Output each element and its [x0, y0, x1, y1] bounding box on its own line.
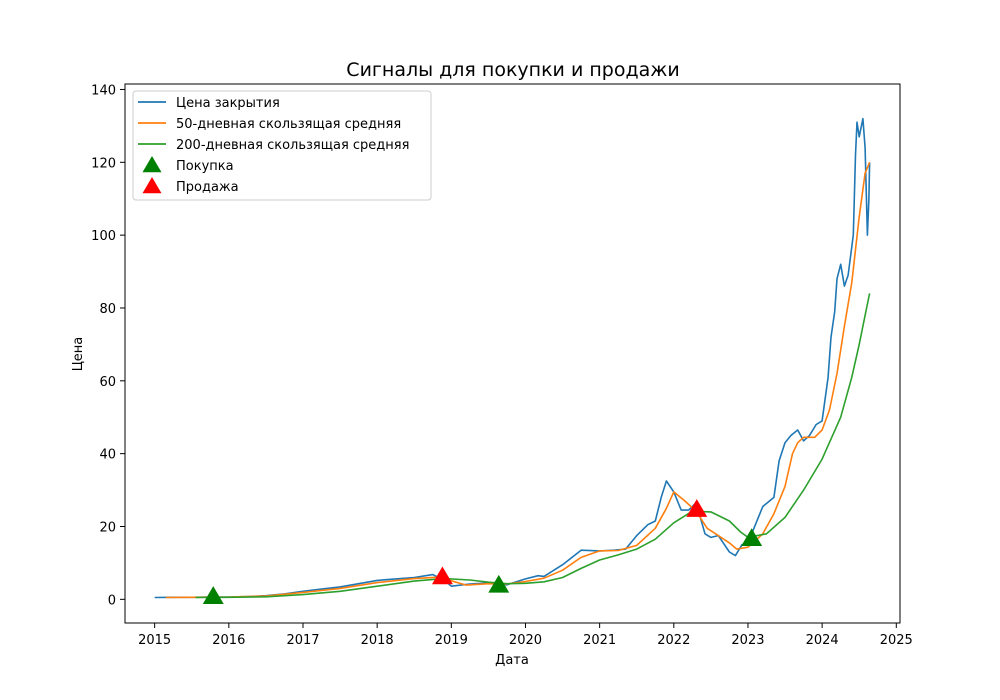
x-tick-label-6: 2021 — [583, 633, 616, 648]
series-line-2 — [195, 293, 871, 599]
y-tick-label-3: 60 — [99, 375, 116, 390]
x-tick-label-0: 2015 — [138, 633, 171, 648]
legend-box — [132, 90, 432, 201]
buy-marker-0 — [202, 586, 224, 604]
legend-swatch-4 — [142, 177, 162, 194]
x-tick-label-2: 2017 — [286, 633, 319, 648]
series-line-0 — [154, 117, 871, 599]
legend-label-2: 200-дневная скользящая средняя — [176, 138, 409, 153]
y-tick-label-0: 0 — [108, 593, 116, 608]
buy-marker-2 — [741, 528, 763, 547]
legend-swatch-3 — [142, 156, 162, 173]
x-tick-label-10: 2025 — [880, 633, 913, 648]
buy-marker-1 — [488, 574, 510, 593]
chart-title: Сигналы для покупки и продажи — [346, 59, 679, 81]
legend-label-0: Цена закрытия — [176, 96, 280, 111]
y-tick-label-1: 20 — [99, 520, 116, 535]
x-axis-label: Дата — [495, 653, 529, 668]
x-tick-label-1: 2016 — [212, 633, 245, 648]
x-tick-label-9: 2024 — [806, 633, 839, 648]
x-tick-label-4: 2019 — [435, 633, 468, 648]
y-tick-label-2: 40 — [99, 448, 116, 463]
x-axis: 2015 2016 2017 2018 2019 2020 2021 2022 2023 2024… — [138, 623, 913, 648]
legend-label-4: Продажа — [176, 180, 239, 195]
sell-marker-0 — [431, 566, 453, 585]
x-tick-label-5: 2020 — [509, 633, 542, 648]
x-tick-label-7: 2022 — [657, 633, 690, 648]
y-tick-label-4: 80 — [99, 302, 116, 317]
legend: Цена закрытия 50-дневная скользящая средн… — [132, 90, 432, 201]
y-tick-label-7: 140 — [91, 83, 116, 98]
y-tick-label-6: 120 — [91, 156, 116, 171]
legend-label-1: 50-дневная скользящая средняя — [176, 117, 401, 132]
plot-frame — [124, 83, 901, 624]
series-line-1 — [165, 161, 871, 599]
x-tick-label-8: 2023 — [731, 633, 764, 648]
y-axis: 0 20 40 60 80 100 120 140 — [91, 83, 125, 608]
y-axis-label: Цена — [71, 337, 86, 372]
legend-label-3: Покупка — [176, 159, 234, 174]
y-tick-label-5: 100 — [91, 229, 116, 244]
sell-marker-1 — [686, 499, 708, 517]
x-tick-label-3: 2018 — [361, 633, 394, 648]
